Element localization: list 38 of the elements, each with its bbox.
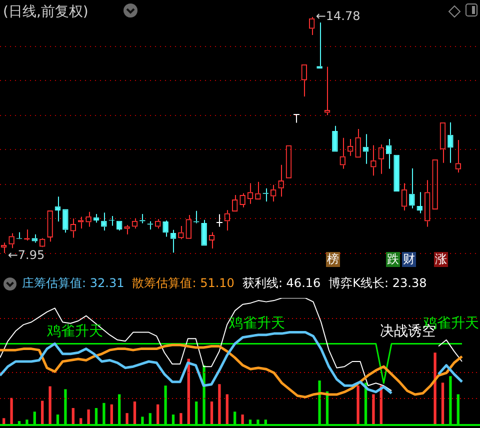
- bar: [356, 386, 360, 425]
- candlestick: [162, 220, 168, 238]
- text: 庄筹估算值: 32.31: [22, 276, 124, 290]
- candlestick: [409, 168, 415, 209]
- annotation: 榜: [326, 252, 340, 267]
- bar: [87, 409, 90, 425]
- candlestick: [362, 134, 369, 164]
- annotation: 鸡雀升天: [46, 324, 103, 340]
- candlestick: [201, 219, 207, 246]
- bar: [48, 386, 52, 425]
- text: 获利线: 46.16: [242, 276, 321, 290]
- annotation: 涨: [434, 252, 448, 267]
- candlestick: [332, 125, 338, 152]
- bar: [241, 414, 244, 425]
- candlestick: [316, 22, 322, 68]
- chart-title: (日线,前复权): [3, 3, 88, 21]
- annotation: 跌: [386, 252, 400, 267]
- bar: [226, 394, 228, 425]
- bar: [218, 384, 221, 425]
- bar: [180, 413, 182, 425]
- bar: [434, 352, 436, 425]
- candlestick: [101, 212, 107, 232]
- candlestick: [216, 214, 223, 228]
- bar: [441, 382, 444, 425]
- candlestick: [62, 209, 68, 234]
- text: 散筹估算值: 51.10: [132, 276, 234, 290]
- candlestick: [448, 122, 454, 164]
- annotation: 鸡雀升天: [228, 316, 285, 332]
- bar: [372, 394, 375, 425]
- annotation: 财: [402, 252, 416, 267]
- text: 博弈K线长: 23.38: [328, 276, 427, 290]
- bar: [133, 402, 136, 425]
- candlestick: [170, 229, 176, 254]
- bar: [10, 398, 13, 425]
- bar: [210, 402, 214, 425]
- annotation: ←14.78: [316, 9, 360, 24]
- bar: [126, 413, 128, 425]
- annotation: ←7.95: [8, 248, 45, 262]
